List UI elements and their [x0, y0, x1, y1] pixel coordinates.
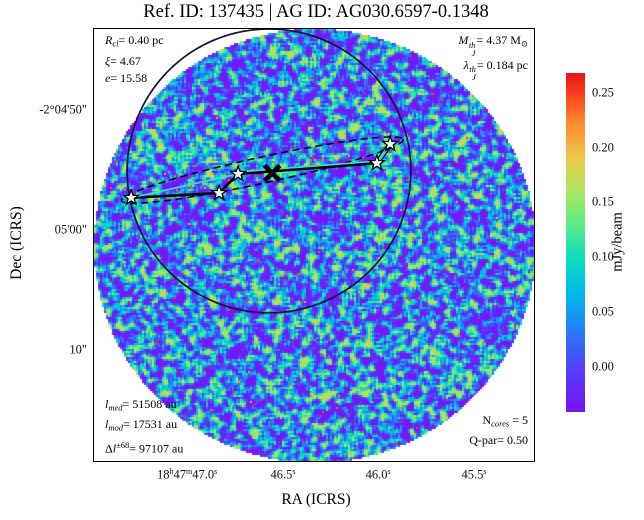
stat-text: cores — [491, 418, 510, 428]
colorbar-tick-label: 0.05 — [592, 304, 614, 319]
x-tick-label: 46.5s — [270, 467, 296, 482]
separation-edge — [238, 160, 377, 173]
colorbar-gradient — [566, 73, 585, 412]
stat-scripts: th J — [469, 64, 476, 82]
mst-edge — [131, 191, 220, 200]
stat-text: = 15.58 — [110, 70, 148, 85]
stat-text: = 0.40 pc — [118, 33, 164, 47]
x-tick-label: 45.5s — [461, 467, 487, 482]
cluster-radius-circle — [126, 29, 412, 314]
x-tick-label: 46.0s — [365, 467, 391, 482]
stat-text: ξ — [105, 53, 111, 68]
core-marker — [228, 164, 248, 182]
stat-text: R — [105, 33, 113, 47]
stat-text: ⊙ — [520, 38, 528, 49]
stat-text: l — [112, 441, 117, 455]
ra-axis-label: RA (ICRS) — [281, 491, 351, 508]
stat-text: N — [482, 412, 492, 427]
stat-e: e= 15.58 — [105, 70, 164, 87]
x-tick-label: 18h47m47.0s — [157, 467, 218, 482]
stat-text: = 0.184 pc — [476, 57, 528, 72]
stat-text: J — [472, 72, 476, 82]
plot-title: Ref. ID: 137435 | AG ID: AG030.6597-0.13… — [143, 2, 489, 22]
mst-edge — [237, 161, 377, 176]
stat-text: med — [108, 402, 123, 412]
colorbar-tick-label: 0.20 — [592, 140, 614, 155]
cores-stats-bottom-right: Ncores = 5 Q-par= 0.50 — [469, 412, 528, 450]
stat-text: = 4.37 M — [476, 33, 521, 47]
stat-text: = 17531 au — [122, 417, 178, 431]
intensity-map-canvas — [94, 29, 534, 461]
stat-delta-l-68: Δl±68= 97107 au — [105, 437, 183, 458]
stat-q-par: Q-par= 0.50 — [469, 432, 528, 449]
stat-text: th — [469, 64, 476, 74]
separation-edge — [130, 173, 239, 199]
stat-text: M — [458, 33, 469, 47]
stat-text: l — [105, 417, 109, 431]
stat-xi: ξ= 4.67 — [105, 53, 164, 70]
stat-text: = 4.67 — [110, 53, 141, 68]
core-marker — [367, 153, 387, 171]
stat-text: Δ — [105, 441, 113, 455]
stat-l-mod: lmod= 17531 au — [105, 416, 183, 437]
y-tick-label: -2°04'50" — [39, 102, 87, 117]
stat-r-cl: Rcl= 0.40 pc — [105, 32, 164, 53]
stat-text: mod — [108, 422, 123, 433]
stat-text: λ — [463, 57, 469, 72]
core-marker — [380, 134, 400, 152]
y-tick-label: 05'00" — [54, 222, 87, 237]
stat-text: th — [468, 39, 476, 50]
stat-text: = 0.50 — [497, 433, 528, 447]
center-of-mass-marker — [262, 163, 282, 183]
dec-axis-label: Dec (ICRS) — [8, 206, 25, 280]
stat-text: J — [471, 47, 476, 58]
stat-text: = 51508 au — [122, 396, 177, 411]
stat-n-cores: Ncores = 5 — [469, 412, 528, 433]
colorbar-tick-label: 0.00 — [592, 359, 614, 374]
colorbar-tick-label: 0.10 — [592, 249, 614, 264]
stat-text: Q-par — [469, 433, 498, 447]
colorbar-tick-label: 0.15 — [592, 194, 614, 209]
stat-text: e — [105, 70, 111, 85]
stat-text: l — [105, 396, 109, 411]
colorbar-tick-label: 0.25 — [592, 85, 614, 100]
cluster-stats-top-left: Rcl= 0.40 pc ξ= 4.67 e= 15.58 — [105, 32, 164, 87]
stat-text: ±68 — [116, 439, 130, 450]
core-marker — [121, 188, 141, 206]
hull-ellipse — [120, 136, 404, 205]
overlay-svg — [120, 29, 412, 314]
separation-stats-bottom-left: lmed= 51508 au lmod= 17531 au Δl±68= 97107… — [105, 396, 183, 458]
y-tick-label: 10" — [69, 342, 87, 357]
core-marker — [209, 183, 229, 201]
stat-text: cl — [112, 38, 119, 49]
stat-lambda-jeans: λ th J = 0.184 pc — [458, 57, 528, 82]
stat-scripts: th J — [468, 39, 476, 58]
stat-text: = 5 — [509, 412, 528, 427]
stat-l-med: lmed= 51508 au — [105, 396, 183, 417]
stat-text: = 97107 au — [129, 441, 184, 455]
